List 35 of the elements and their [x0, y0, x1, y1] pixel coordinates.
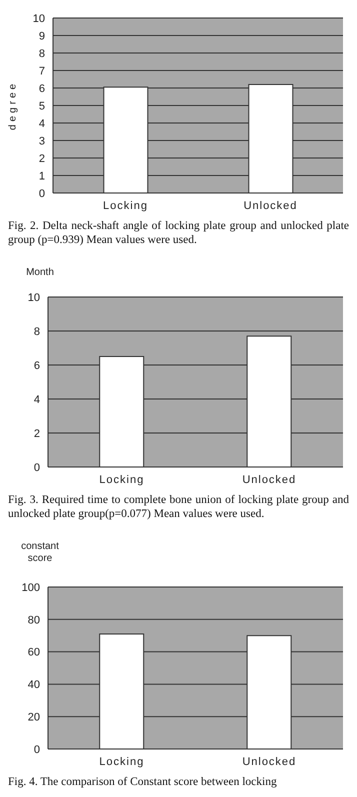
y-tick-label: 60 [28, 646, 40, 659]
y-tick-label: 0 [34, 462, 40, 474]
x-tick-label: Unlocked [242, 474, 296, 486]
y-tick-label: 5 [38, 100, 45, 112]
x-tick-label: Locking [99, 756, 144, 768]
y-tick-label: 2 [38, 152, 45, 165]
x-tick-label: Locking [103, 200, 148, 212]
caption: Fig. 4. The comparison of Constant score between locking [8, 775, 278, 789]
y-tick-label: 3 [38, 135, 45, 148]
y-tick-label: 6 [34, 360, 40, 372]
x-tick-label: Unlocked [242, 756, 296, 768]
y-tick-label: 7 [38, 65, 45, 78]
x-tick-label: Locking [99, 474, 144, 486]
y-axis-title: Month [25, 267, 55, 279]
y-tick-label: 10 [28, 292, 40, 304]
y-tick-label: 4 [34, 394, 40, 406]
caption: Fig. 2. Delta neck-shaft angle of locking plate group and unlocked plate group (p=0.939) Mean values were used. [8, 219, 349, 247]
y-tick-label: 9 [38, 30, 45, 42]
y-tick-label: 20 [28, 712, 40, 724]
y-tick-label: 100 [22, 582, 40, 594]
y-tick-label: 8 [34, 326, 40, 338]
y-axis-title: constant score [20, 541, 60, 565]
y-tick-label: 4 [38, 118, 45, 130]
y-tick-label: 0 [34, 744, 40, 756]
y-tick-label: 1 [38, 170, 45, 182]
y-tick-label: 40 [28, 679, 40, 692]
caption: Fig. 3. Required time to complete bone union of locking plate group and unlocked plate group(p=0.077) Mean values were used. [8, 493, 349, 521]
y-tick-label: 2 [34, 428, 40, 440]
y-tick-label: 80 [28, 614, 40, 626]
y-tick-label: 6 [38, 82, 45, 95]
y-tick-label: 8 [38, 48, 45, 60]
x-tick-label: Unlocked [244, 200, 298, 212]
y-tick-label: 0 [38, 188, 45, 200]
y-tick-label: 10 [32, 12, 45, 25]
y-axis-title: degree [8, 80, 19, 130]
